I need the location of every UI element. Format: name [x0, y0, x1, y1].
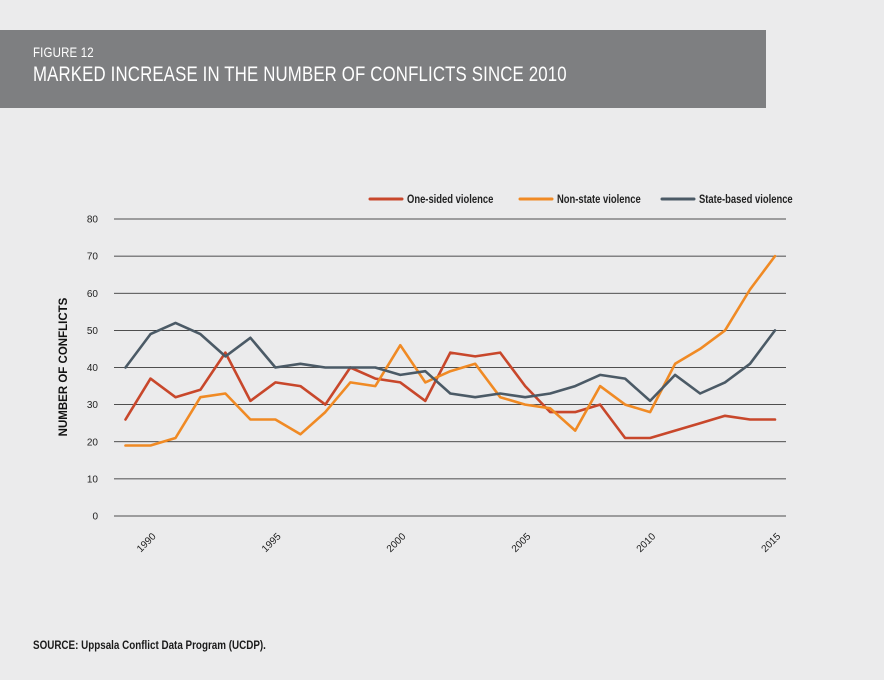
x-tick-label: 1990: [135, 531, 159, 555]
figure-title: MARKED INCREASE IN THE NUMBER OF CONFLIC…: [33, 63, 567, 86]
x-tick-label: 2000: [385, 531, 409, 555]
title-banner: [0, 30, 766, 108]
x-tick-label: 2010: [635, 531, 659, 555]
x-tick-labels: 1990 1995 2000 2005 2010 2015: [135, 531, 783, 555]
x-tick-label: 1995: [260, 531, 284, 555]
y-tick-label: 30: [87, 400, 99, 411]
y-tick-label: 40: [87, 363, 99, 374]
figure-label: FIGURE 12: [33, 44, 94, 60]
y-axis-label: NUMBER OF CONFLICTS: [58, 297, 70, 436]
y-tick-label: 50: [87, 326, 99, 337]
series-lines: [124, 254, 777, 447]
y-tick-label: 20: [87, 437, 99, 448]
legend: One-sided violence Non-state violence Stat…: [368, 193, 793, 206]
y-tick-label: 80: [87, 215, 99, 226]
source-note: SOURCE: Uppsala Conflict Data Program (U…: [33, 638, 266, 652]
legend-label: State-based violence: [699, 193, 793, 206]
x-tick-label: 2015: [760, 531, 784, 555]
series-line-state-based-violence: [124, 321, 777, 403]
x-tick-label: 2005: [510, 531, 534, 555]
y-tick-label: 60: [87, 289, 99, 300]
series-line-non-state-violence: [124, 254, 777, 447]
series-line-one-sided-violence: [124, 351, 777, 440]
legend-label: Non-state violence: [557, 193, 641, 206]
legend-label: One-sided violence: [407, 193, 493, 206]
y-tick-label: 0: [92, 512, 98, 523]
y-tick-label: 70: [87, 252, 99, 263]
y-tick-label: 10: [87, 474, 99, 485]
y-tick-labels: 0 10 20 30 40 50 60 70 80: [87, 215, 99, 523]
